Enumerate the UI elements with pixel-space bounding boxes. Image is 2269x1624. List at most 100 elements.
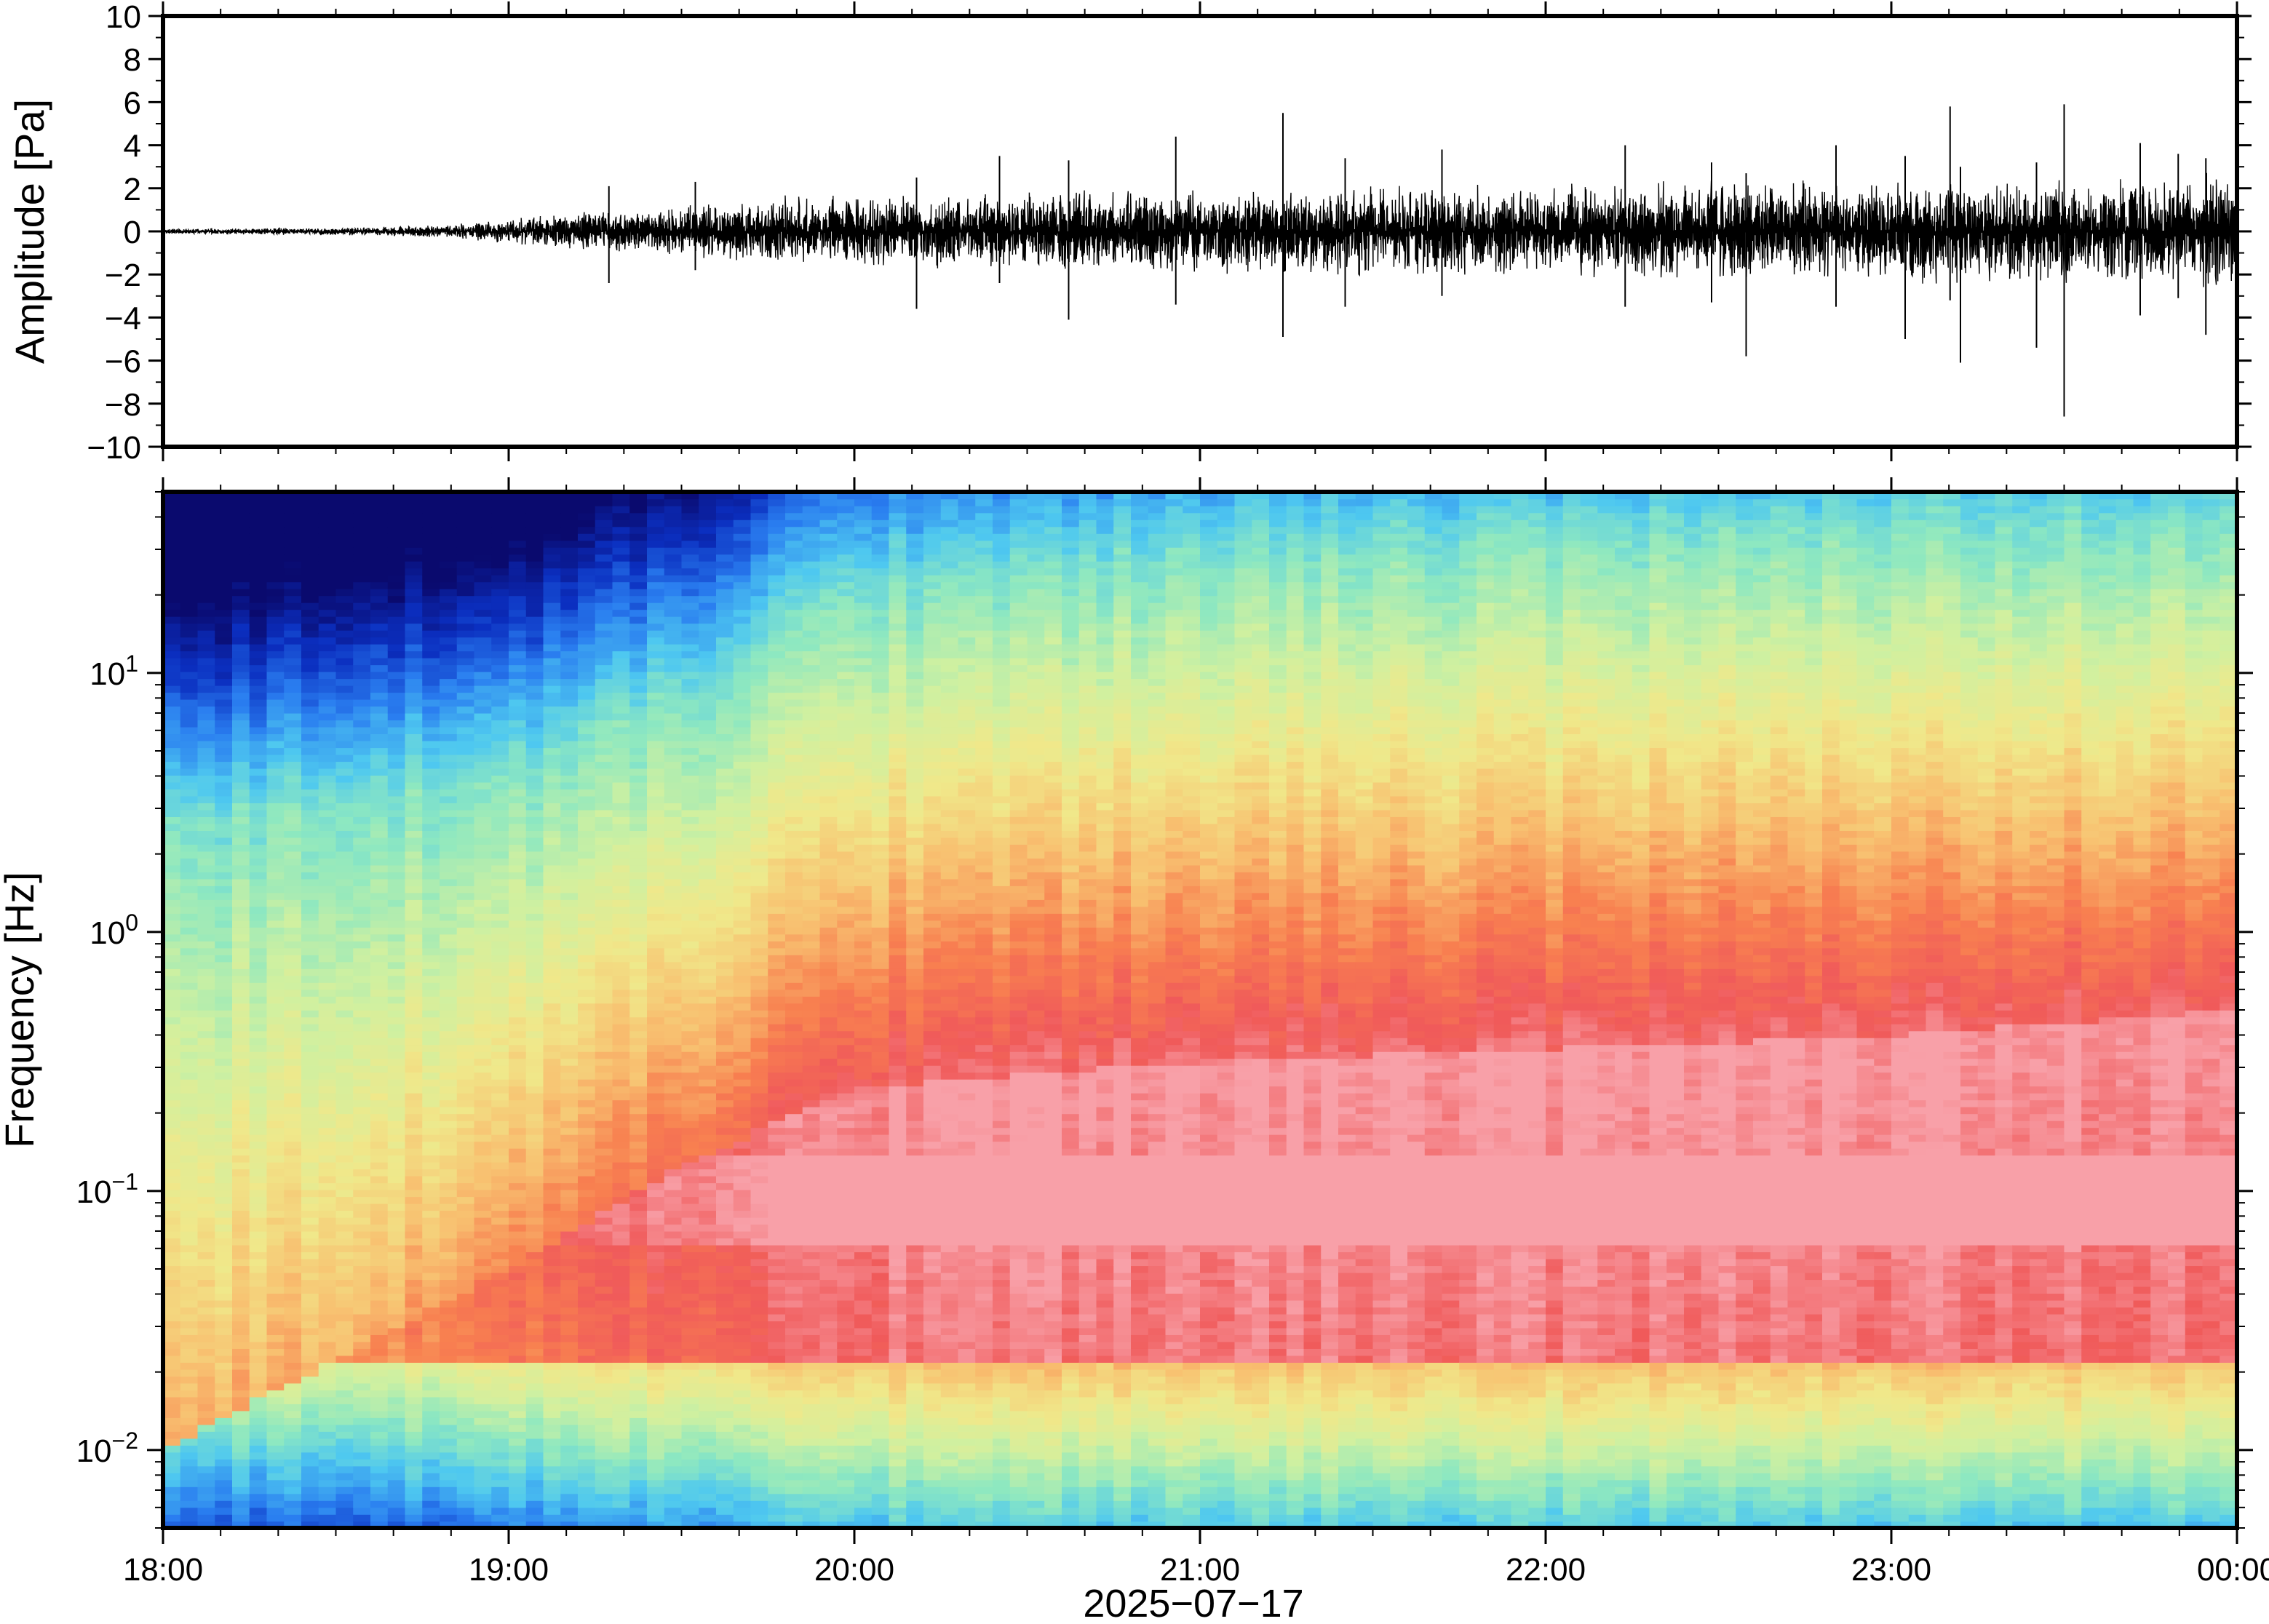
- spectrogram-cell: [266, 1106, 285, 1115]
- spectrogram-cell: [543, 747, 562, 755]
- spectrogram-cell: [474, 1479, 493, 1487]
- spectrogram-cell: [249, 934, 268, 942]
- spectrogram-cell: [560, 595, 579, 603]
- spectrogram-cell: [163, 498, 181, 506]
- spectrogram-cell: [560, 1265, 579, 1273]
- spectrogram-cell: [318, 878, 337, 886]
- spectrogram-cell: [456, 1348, 475, 1356]
- spectrogram-cell: [301, 1106, 319, 1115]
- spectrogram-cell: [543, 1445, 562, 1453]
- spectrogram-cell: [612, 864, 631, 872]
- spectrogram-cell: [180, 616, 199, 624]
- spectrogram-cell: [491, 733, 509, 741]
- spectrogram-cell: [266, 872, 285, 880]
- spectrogram-cell: [647, 1210, 665, 1218]
- spectrogram-cell: [284, 602, 302, 610]
- spectrogram-cell: [197, 1286, 216, 1294]
- spectrogram-cell: [664, 1341, 683, 1349]
- spectrogram-cell: [284, 906, 302, 914]
- spectrogram-cell: [335, 1086, 354, 1094]
- spectrogram-cell: [629, 892, 648, 900]
- spectrogram-cell: [353, 706, 371, 714]
- spectrogram-cell: [716, 1369, 734, 1377]
- spectrogram-cell: [266, 1141, 285, 1149]
- spectrogram-cell: [370, 1376, 389, 1384]
- spectrogram-cell: [681, 1072, 700, 1080]
- spectrogram-cell: [647, 858, 665, 866]
- spectrogram-cell: [664, 1210, 683, 1218]
- spectrogram-cell: [301, 1238, 319, 1246]
- spectrogram-cell: [405, 1141, 424, 1149]
- spectrogram-cell: [163, 574, 181, 583]
- spectrogram-cell: [249, 1321, 268, 1329]
- spectrogram-cell: [509, 1369, 527, 1377]
- spectrogram-cell: [629, 671, 648, 680]
- spectrogram-cell: [681, 1521, 700, 1528]
- spectrogram-cell: [733, 1238, 752, 1246]
- spectrogram-cell: [180, 1465, 199, 1473]
- spectrogram-cell: [612, 1182, 631, 1190]
- spectrogram-cell: [681, 1147, 700, 1156]
- spectrogram-cell: [335, 492, 354, 500]
- spectrogram-cell: [699, 1404, 717, 1412]
- spectrogram-cell: [578, 872, 596, 880]
- spectrogram-cell: [405, 1362, 424, 1370]
- spectrogram-cell: [595, 1251, 613, 1259]
- spectrogram-cell: [387, 616, 406, 624]
- spectrogram-cell: [440, 1307, 458, 1315]
- spectrogram-cell: [197, 1155, 216, 1163]
- spectrogram-cell: [491, 602, 509, 610]
- spectrogram-cell: [180, 1224, 199, 1232]
- spectrogram-cell: [284, 1355, 302, 1363]
- spectrogram-cell: [215, 968, 233, 976]
- spectrogram-cell: [525, 1037, 544, 1046]
- spectrogram-cell: [232, 961, 250, 969]
- spectrogram-cell: [525, 533, 544, 541]
- spectrogram-cell: [370, 546, 389, 555]
- spectrogram-cell: [215, 1279, 233, 1287]
- spectrogram-cell: [733, 1230, 752, 1239]
- spectrogram-cell: [456, 947, 475, 955]
- spectrogram-cell: [612, 706, 631, 714]
- spectrogram-cell: [474, 858, 493, 866]
- spectrogram-cell: [664, 1507, 683, 1515]
- spectrogram-cell: [335, 1155, 354, 1163]
- spectrogram-cell: [716, 1217, 734, 1225]
- spectrogram-cell: [509, 1064, 527, 1073]
- spectrogram-cell: [474, 913, 493, 921]
- spectrogram-cell: [543, 892, 562, 900]
- spectrogram-cell: [664, 554, 683, 562]
- spectrogram-cell: [215, 982, 233, 990]
- spectrogram-cell: [284, 1279, 302, 1287]
- spectrogram-cell: [543, 775, 562, 783]
- spectrogram-cell: [612, 1003, 631, 1011]
- spectrogram-cell: [232, 754, 250, 763]
- spectrogram-cell: [387, 1521, 406, 1528]
- spectrogram-cell: [405, 1003, 424, 1011]
- spectrogram-cell: [595, 864, 613, 872]
- spectrogram-cell: [215, 1003, 233, 1011]
- spectrogram-cell: [387, 498, 406, 506]
- spectrogram-cell: [370, 864, 389, 872]
- spectrogram-cell: [525, 1327, 544, 1335]
- spectrogram-cell: [266, 1521, 285, 1528]
- spectrogram-cell: [215, 892, 233, 900]
- spectrogram-cell: [266, 1224, 285, 1232]
- spectrogram-cell: [370, 1355, 389, 1363]
- spectrogram-cell: [543, 1396, 562, 1404]
- spectrogram-cell: [163, 1410, 181, 1418]
- spectrogram-cell: [525, 968, 544, 976]
- spectrogram-cell: [560, 858, 579, 866]
- spectrogram-cell: [387, 789, 406, 797]
- spectrogram-cell: [509, 1217, 527, 1225]
- spectrogram-cell: [284, 1051, 302, 1059]
- spectrogram-cell: [318, 1023, 337, 1032]
- spectrogram-cell: [335, 961, 354, 969]
- spectrogram-cell: [370, 581, 389, 589]
- spectrogram-cell: [525, 1120, 544, 1129]
- spectrogram-cell: [249, 1106, 268, 1115]
- spectrogram-cell: [197, 906, 216, 914]
- spectrogram-cell: [560, 1452, 579, 1460]
- spectrogram-cell: [301, 685, 319, 693]
- spectrogram-cell: [647, 1348, 665, 1356]
